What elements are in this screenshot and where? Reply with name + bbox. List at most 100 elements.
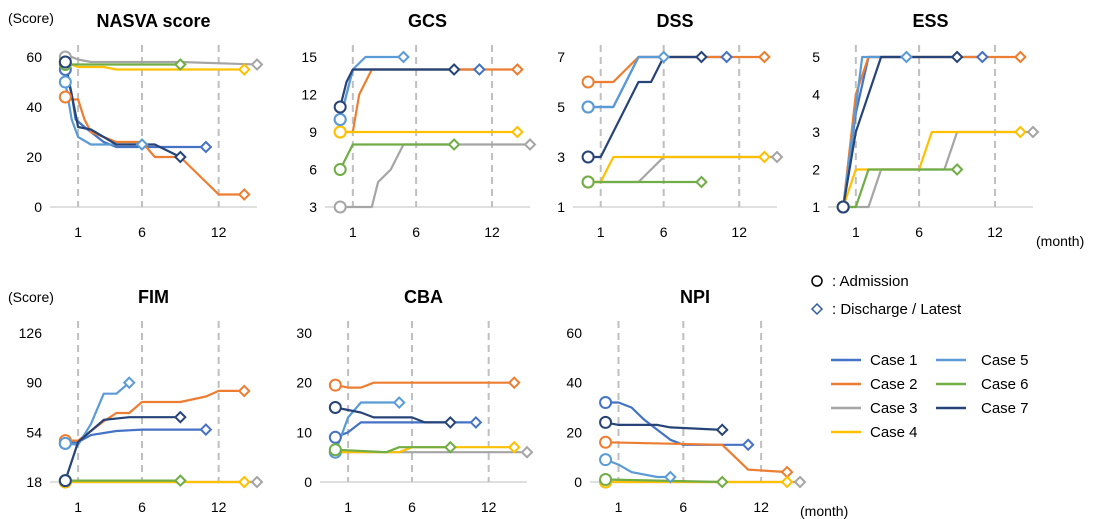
cba-series-case-6	[335, 446, 451, 454]
gcs-title: GCS	[408, 11, 447, 31]
nasva-score-discharge-point-case-7	[173, 150, 187, 164]
cba-discharge-point-case-2	[507, 376, 521, 390]
nasva-score-discharge-point-case-4	[237, 63, 251, 76]
cba-discharge-point-case-3	[520, 445, 534, 459]
ess-discharge-point-case-2	[1013, 50, 1027, 64]
gcs-x-tick-label: 1	[349, 224, 357, 240]
ess-title: ESS	[912, 11, 948, 31]
ess-admission-point-case-7	[836, 200, 850, 214]
legend-label-case-5: Case 5	[981, 352, 1029, 369]
npi-admission-point-case-5	[599, 453, 613, 467]
chart-cba: CBA 0 10 20 30 1 6 12	[296, 287, 534, 515]
nasva-score-x-tick-label: 1	[74, 224, 82, 240]
gcs-admission-point-case-3	[333, 200, 347, 214]
nasva-score-admission-point-case-2	[58, 90, 72, 104]
npi-admission-point-case-7	[599, 415, 613, 429]
gcs-discharge-point-case-7	[447, 63, 461, 76]
gcs-y-tick-label: 15	[301, 49, 317, 65]
ess-discharge-point-case-3	[1026, 125, 1040, 139]
chart-gcs: GCS 3 6 9 12 15 1 6 12	[301, 11, 537, 240]
legend-label-case-7: Case 7	[981, 400, 1029, 417]
fim-discharge-point-case-5	[122, 376, 136, 390]
cba-x-tick-label: 12	[481, 499, 497, 515]
cba-admission-point-case-7	[328, 401, 342, 414]
y-unit-label-top: (Score)	[8, 10, 54, 26]
nasva-score-series-case-3	[65, 55, 258, 66]
cba-series-case-1	[334, 421, 476, 439]
fim-y-tick-label: 54	[26, 424, 42, 440]
nasva-score-discharge-point-case-2	[237, 188, 251, 201]
npi-x-tick-label: 12	[753, 499, 769, 515]
gcs-y-tick-label: 9	[309, 124, 317, 140]
dss-x-tick-label: 6	[660, 224, 668, 240]
npi-discharge-point-case-3	[793, 475, 807, 489]
nasva-score-y-tick-label: 20	[26, 149, 42, 165]
cba-series-case-2	[335, 381, 515, 389]
gcs-discharge-point-case-5	[397, 50, 410, 64]
dss-admission-point-case-2	[581, 75, 595, 89]
npi-y-tick-label: 40	[566, 375, 582, 391]
cba-admission-point-case-2	[328, 378, 342, 392]
npi-series-case-2	[605, 441, 788, 474]
fim-x-tick-label: 12	[211, 499, 227, 515]
dss-admission-point-case-7	[581, 150, 595, 164]
cba-y-tick-label: 30	[296, 325, 312, 341]
ess-discharge-point-case-6	[950, 163, 964, 176]
dss-admission-point-case-5	[581, 100, 595, 114]
cba-x-tick-label: 1	[344, 499, 352, 515]
cba-y-tick-label: 20	[296, 375, 312, 391]
ess-series-case-5	[842, 55, 907, 208]
ess-series-case-6	[843, 168, 958, 209]
npi-discharge-point-case-1	[741, 438, 755, 452]
fim-series-case-1	[65, 428, 206, 445]
gcs-series-case-5	[339, 55, 404, 120]
discharge-marker-icon	[810, 302, 824, 316]
ess-x-tick-label: 6	[915, 224, 923, 240]
npi-y-tick-label: 20	[566, 424, 582, 440]
fim-discharge-point-case-7	[173, 410, 187, 424]
nasva-score-y-tick-label: 0	[34, 199, 42, 215]
nasva-score-discharge-point-case-5	[135, 138, 149, 151]
npi-y-tick-label: 0	[574, 474, 582, 490]
gcs-y-tick-label: 6	[309, 162, 317, 178]
ess-y-tick-label: 4	[812, 87, 820, 103]
dss-discharge-point-case-2	[757, 50, 771, 64]
npi-admission-point-case-2	[599, 435, 613, 449]
dss-series-case-4	[588, 155, 765, 184]
dss-discharge-point-case-3	[770, 150, 784, 164]
dss-series-case-2	[588, 55, 765, 84]
fim-discharge-point-case-2	[237, 384, 251, 398]
dss-discharge-point-case-1	[720, 50, 734, 64]
chart-npi: NPI 0 20 40 60 1 6 12	[566, 287, 807, 515]
y-unit-label-bottom: (Score)	[8, 289, 54, 305]
gcs-series-case-6	[339, 143, 455, 170]
dss-discharge-point-case-4	[757, 150, 771, 164]
nasva-score-series-case-1	[64, 69, 206, 149]
ess-x-tick-label: 12	[987, 224, 1003, 240]
ess-series-case-7	[842, 55, 958, 208]
fim-discharge-point-case-4	[237, 475, 251, 489]
nasva-score-y-tick-label: 40	[26, 99, 42, 115]
case-legend: Case 1 Case 2 Case 3 Case 4 Case 5 Case 6 Case…	[831, 352, 1029, 441]
nasva-score-discharge-point-case-3	[250, 58, 264, 71]
ess-discharge-point-case-7	[950, 50, 964, 64]
npi-series-case-7	[605, 421, 723, 431]
ess-y-tick-label: 1	[812, 199, 820, 215]
fim-discharge-point-case-6	[173, 474, 187, 488]
dss-series-case-3	[588, 155, 777, 184]
gcs-discharge-point-case-2	[510, 63, 524, 76]
marker-legend: : Admission : Discharge / Latest	[810, 273, 962, 318]
fim-admission-point-case-7	[58, 474, 72, 488]
npi-series-case-6	[605, 478, 723, 484]
gcs-admission-point-case-4	[333, 125, 347, 139]
dss-admission-point-case-6	[581, 175, 595, 189]
cba-discharge-point-case-5	[392, 396, 406, 409]
npi-y-tick-label: 60	[566, 325, 582, 341]
cba-series-case-5	[334, 401, 400, 453]
npi-discharge-point-case-4	[780, 475, 794, 489]
cba-title: CBA	[404, 287, 443, 307]
discharge-legend-label: : Discharge / Latest	[832, 301, 962, 318]
fim-x-tick-label: 1	[74, 499, 82, 515]
nasva-score-series-case-5	[64, 81, 142, 146]
